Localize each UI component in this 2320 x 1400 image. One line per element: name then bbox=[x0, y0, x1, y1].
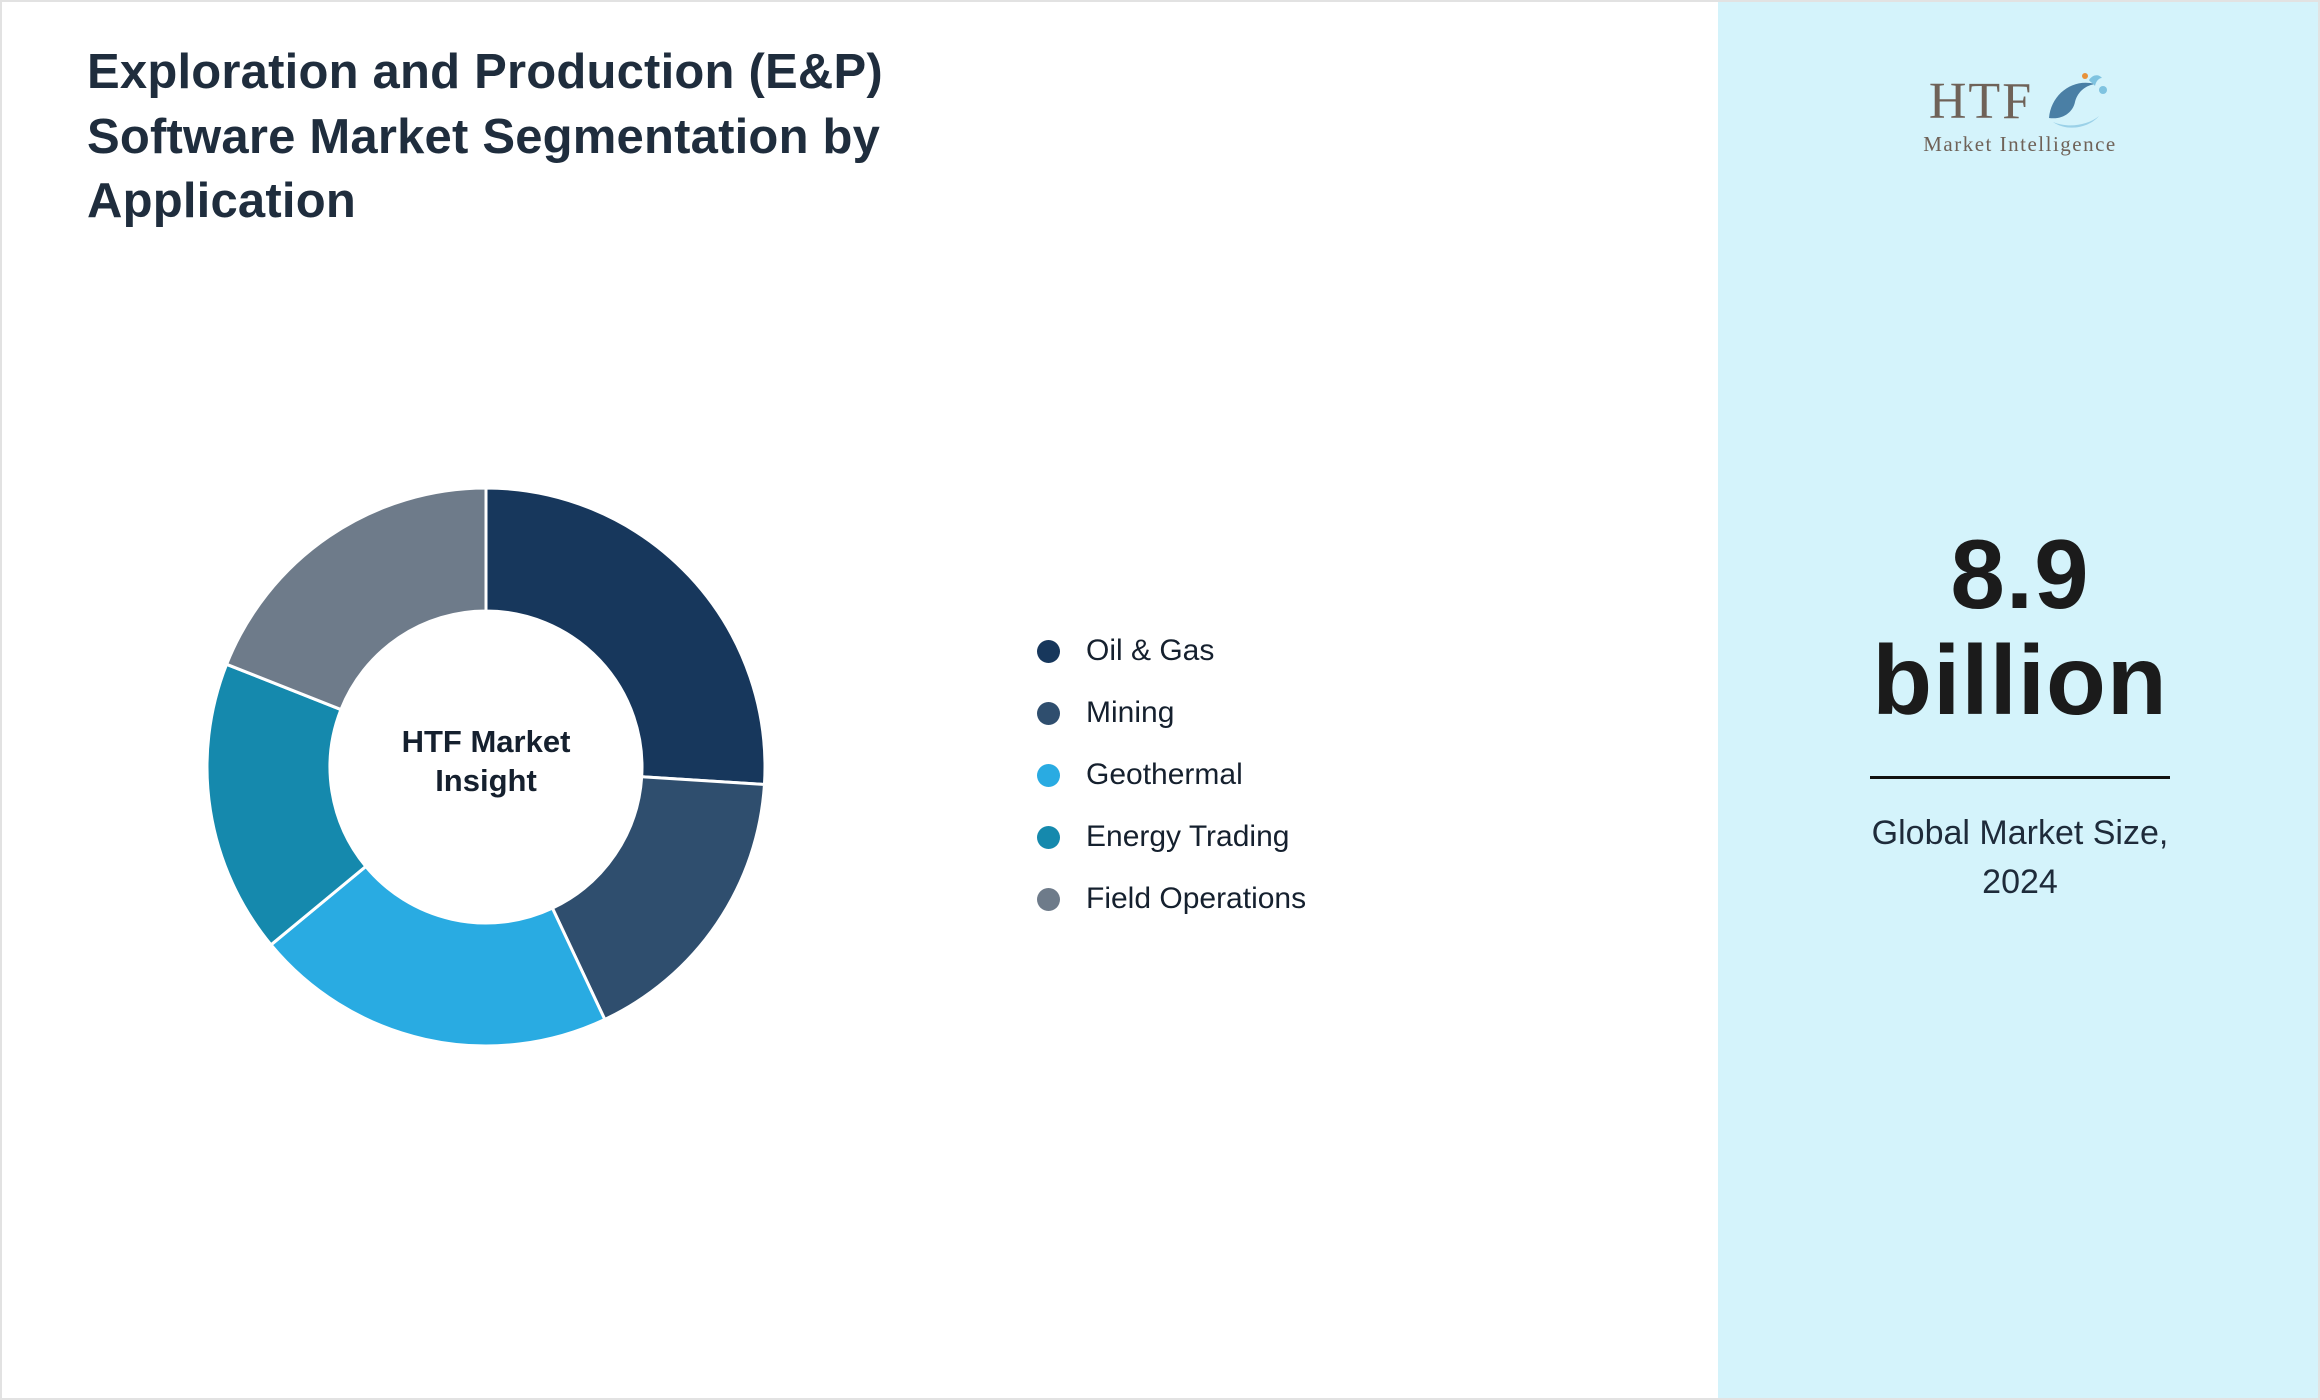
legend-label: Energy Trading bbox=[1086, 820, 1290, 853]
market-size-value-number: 8.9 bbox=[1950, 519, 2090, 629]
market-size-block: 8.9 billion Global Market Size, 2024 bbox=[1718, 519, 2318, 908]
market-size-caption: Global Market Size, 2024 bbox=[1718, 809, 2318, 908]
donut-chart: HTF Market Insight bbox=[186, 467, 786, 1067]
donut-segment-energy-trading bbox=[205, 662, 368, 947]
market-size-value-unit: billion bbox=[1872, 624, 2168, 735]
legend-label: Oil & Gas bbox=[1086, 634, 1215, 667]
dolphin-icon bbox=[2049, 73, 2108, 128]
htf-logo-subtext: Market Intelligence bbox=[1923, 132, 2117, 156]
legend-item: Geothermal bbox=[1037, 754, 1306, 796]
market-size-caption-line1: Global Market Size, bbox=[1871, 813, 2169, 852]
chart-legend: Oil & Gas Mining Geothermal Energy Trading F… bbox=[1037, 630, 1306, 920]
page-title: Exploration and Production (E&P) Softwar… bbox=[87, 45, 883, 229]
legend-item: Oil & Gas bbox=[1037, 630, 1306, 672]
legend-label: Mining bbox=[1086, 696, 1175, 729]
legend-label: Geothermal bbox=[1086, 758, 1243, 791]
legend-label: Field Operations bbox=[1086, 882, 1307, 915]
legend-item: Energy Trading bbox=[1037, 816, 1306, 858]
donut-segment-geothermal bbox=[269, 864, 607, 1048]
legend-color-dot bbox=[1037, 763, 1060, 787]
donut-center-label: HTF Market Insight bbox=[401, 724, 571, 798]
market-size-caption-line2: 2024 bbox=[1982, 862, 2058, 901]
donut-segment-field-operations bbox=[225, 486, 488, 712]
market-size-panel: HTF Market Intelligence 8.9 billion Glob… bbox=[1718, 2, 2318, 1398]
legend-color-dot bbox=[1037, 825, 1060, 849]
divider-line bbox=[1870, 775, 2170, 779]
legend-color-dot bbox=[1037, 701, 1060, 725]
htf-logo: HTF Market Intelligence bbox=[1718, 70, 2318, 157]
legend-color-dot bbox=[1037, 887, 1060, 911]
htf-logo-text: HTF bbox=[1928, 72, 2034, 130]
legend-item: Mining bbox=[1037, 692, 1306, 734]
legend-item: Field Operations bbox=[1037, 878, 1306, 920]
donut-segment-mining bbox=[550, 775, 766, 1021]
legend-color-dot bbox=[1037, 639, 1060, 663]
donut-segment-oil-gas bbox=[484, 486, 767, 787]
donut-chart-svg bbox=[205, 486, 767, 1048]
